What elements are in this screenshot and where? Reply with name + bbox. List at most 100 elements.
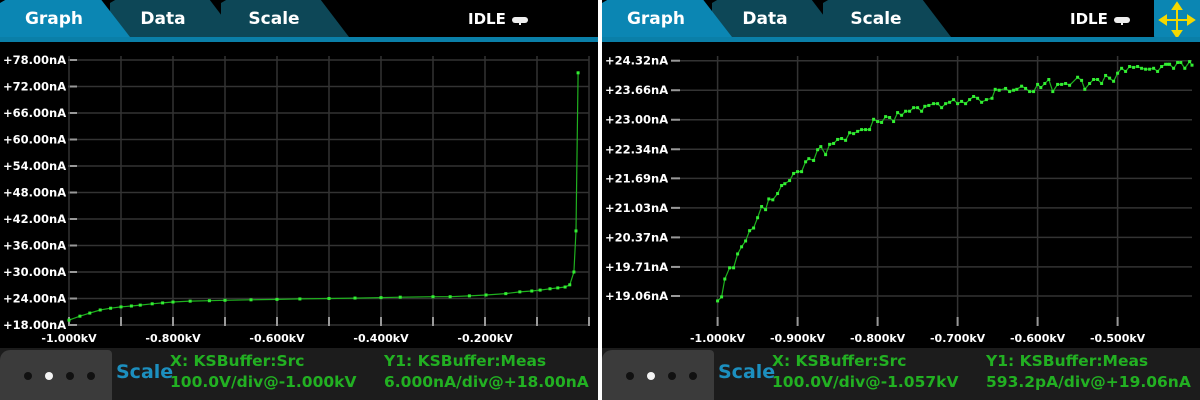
page-dot bbox=[626, 372, 634, 380]
data-point bbox=[819, 145, 823, 149]
graph-plot[interactable]: +78.00nA +72.00nA +66.00nA +60.00nA +54.00nA… bbox=[0, 0, 598, 348]
data-point bbox=[948, 100, 952, 104]
data-point bbox=[744, 239, 748, 243]
page-dot bbox=[66, 372, 74, 380]
data-point bbox=[740, 245, 744, 249]
data-point bbox=[563, 285, 567, 289]
x-tick-label: -0.700kV bbox=[930, 332, 986, 345]
data-point bbox=[848, 131, 852, 135]
data-point bbox=[1060, 82, 1064, 86]
data-point bbox=[275, 297, 279, 301]
data-point bbox=[1116, 71, 1120, 75]
data-point bbox=[776, 192, 780, 196]
data-point bbox=[1047, 77, 1051, 81]
data-point bbox=[1148, 67, 1152, 71]
data-point bbox=[1051, 90, 1055, 94]
data-point bbox=[824, 153, 828, 157]
swipe-handle[interactable] bbox=[0, 350, 112, 400]
x-tick-label: -0.500kV bbox=[1090, 332, 1146, 345]
x-scale: 100.0V/div@-1.000kV bbox=[170, 373, 357, 391]
data-point bbox=[129, 304, 133, 308]
x-tick-label: -0.200kV bbox=[457, 332, 513, 345]
swipe-handle[interactable] bbox=[602, 350, 714, 400]
status-text: IDLE bbox=[1070, 10, 1108, 28]
data-point bbox=[780, 184, 784, 188]
y-tick-label: +20.37nA bbox=[605, 230, 668, 244]
data-point bbox=[574, 229, 578, 233]
data-point bbox=[840, 137, 844, 141]
data-point bbox=[1015, 87, 1019, 91]
x-tick-label: -0.400kV bbox=[353, 332, 409, 345]
data-point bbox=[1190, 63, 1194, 67]
data-point bbox=[1128, 65, 1132, 69]
data-point bbox=[872, 117, 876, 121]
data-point bbox=[1064, 82, 1068, 86]
x-scale-info: X: KSBuffer:Src 100.0V/div@-1.057kV bbox=[772, 351, 958, 393]
page-dot bbox=[87, 372, 95, 380]
y-tick-label: +60.00nA bbox=[3, 133, 66, 147]
data-point bbox=[576, 71, 580, 75]
data-point bbox=[1028, 90, 1032, 94]
y-tick-label: +24.00nA bbox=[3, 292, 66, 306]
data-point bbox=[327, 297, 331, 300]
data-point bbox=[223, 298, 227, 302]
data-point bbox=[1092, 77, 1096, 81]
data-point bbox=[1104, 73, 1108, 77]
tab-underline bbox=[0, 37, 598, 42]
move-button[interactable] bbox=[1154, 0, 1200, 40]
graph-panel-right: Graph Data Scale IDLE +24.32nA +23.66nA +2… bbox=[602, 0, 1200, 400]
data-point bbox=[771, 198, 775, 202]
data-point bbox=[932, 102, 936, 106]
y-tick-label: +18.00nA bbox=[3, 318, 66, 332]
x-tick-label: -0.800kV bbox=[145, 332, 201, 345]
y-tick-label: +19.06nA bbox=[605, 289, 668, 303]
data-point bbox=[1100, 82, 1104, 86]
y-tick-label: +54.00nA bbox=[3, 159, 66, 173]
x-scale: 100.0V/div@-1.057kV bbox=[772, 373, 959, 391]
data-point bbox=[876, 120, 880, 124]
data-point bbox=[960, 99, 964, 103]
data-point bbox=[944, 102, 948, 106]
data-point bbox=[1172, 66, 1176, 70]
data-point bbox=[1168, 62, 1172, 66]
data-point bbox=[1076, 75, 1080, 79]
status-indicator[interactable]: IDLE bbox=[468, 10, 528, 28]
data-point bbox=[171, 300, 175, 304]
data-point bbox=[150, 302, 154, 306]
graph-plot[interactable]: +24.32nA +23.66nA +23.00nA +22.34nA +21.69nA… bbox=[602, 0, 1200, 348]
data-point bbox=[88, 311, 92, 315]
y-tick-label: +21.69nA bbox=[605, 171, 668, 185]
trace-line bbox=[68, 72, 579, 321]
tab-label: Graph bbox=[626, 9, 686, 29]
y-tick-label: +78.00nA bbox=[3, 53, 66, 67]
y-scale-info: Y1: KSBuffer:Meas 593.2pA/div@+19.06nA bbox=[986, 351, 1191, 393]
data-point bbox=[828, 142, 832, 146]
data-point bbox=[984, 98, 988, 102]
data-point bbox=[1088, 82, 1092, 86]
data-point bbox=[807, 157, 811, 161]
page-dot-active bbox=[647, 372, 655, 380]
x-tick-label: -1.000kV bbox=[41, 332, 97, 345]
tab-label: Data bbox=[140, 9, 186, 29]
y-tick-label: +19.71nA bbox=[605, 260, 668, 274]
status-indicator[interactable]: IDLE bbox=[1070, 10, 1130, 28]
data-point bbox=[518, 290, 522, 294]
data-point bbox=[892, 120, 896, 124]
data-point bbox=[860, 128, 864, 132]
x-trace: X: KSBuffer:Src bbox=[170, 352, 305, 370]
data-point bbox=[188, 299, 192, 303]
data-point bbox=[980, 100, 984, 104]
x-tick-label: -0.800kV bbox=[850, 332, 906, 345]
data-point bbox=[431, 295, 435, 299]
data-point bbox=[78, 314, 82, 318]
data-point bbox=[888, 116, 892, 120]
data-point bbox=[467, 294, 471, 298]
x-tick-label: -0.900kV bbox=[770, 332, 826, 345]
data-point bbox=[1036, 82, 1040, 86]
data-point bbox=[836, 137, 840, 141]
data-point bbox=[1188, 60, 1192, 64]
data-point bbox=[756, 216, 760, 220]
data-point bbox=[298, 297, 302, 301]
data-point bbox=[920, 109, 924, 113]
x-trace: X: KSBuffer:Src bbox=[772, 352, 907, 370]
